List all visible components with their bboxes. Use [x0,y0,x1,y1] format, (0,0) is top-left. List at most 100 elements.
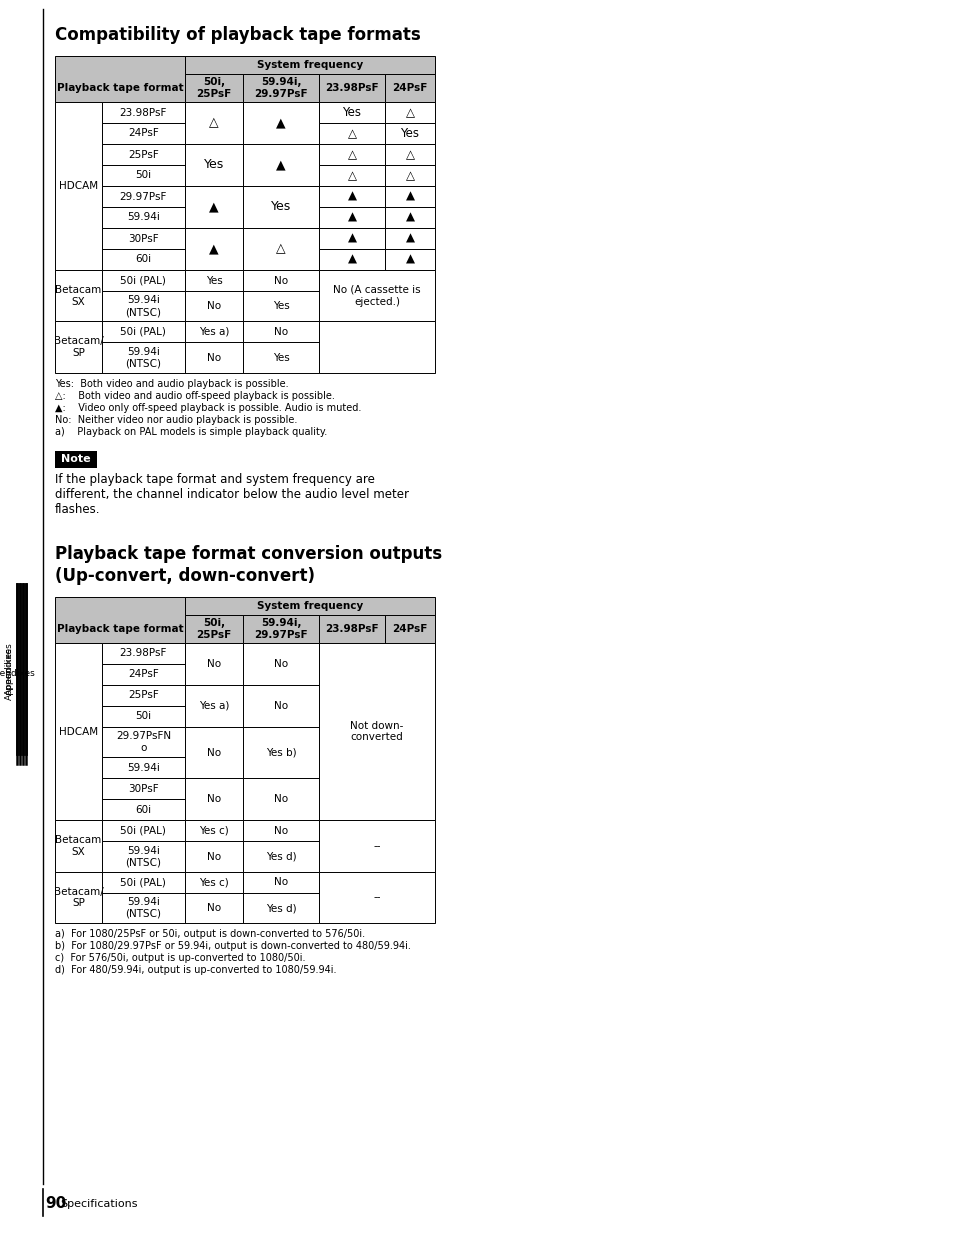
Bar [55,597,185,643]
Text: 90: 90 [45,1197,66,1212]
Text: Specifications: Specifications [60,1199,137,1209]
Text: c)  For 576/50i, output is up-converted to 1080/50i.: c) For 576/50i, output is up-converted t… [55,953,305,963]
Text: Yes: Yes [271,200,291,214]
Bar [185,779,243,820]
Bar [185,321,243,342]
Bar [185,270,243,291]
Text: 50i: 50i [135,712,152,722]
Text: 59.94i,
29.97PsF: 59.94i, 29.97PsF [253,618,308,639]
Text: d)  For 480/59.94i, output is up-converted to 1080/59.94i.: d) For 480/59.94i, output is up-converte… [55,965,336,975]
Text: Yes a): Yes a) [198,700,229,710]
Bar [243,144,318,187]
Text: System frequency: System frequency [256,60,363,70]
Bar [102,321,185,342]
Text: 50i,
25PsF: 50i, 25PsF [196,618,232,639]
Bar [102,102,185,123]
Text: Yes: Yes [204,158,224,172]
Bar [243,872,318,893]
Bar [243,187,318,228]
Text: Yes: Yes [400,127,419,141]
Text: ▲: ▲ [347,190,356,203]
Text: 59.94i: 59.94i [127,213,160,223]
Bar [243,321,318,342]
Text: 24PsF: 24PsF [392,83,427,93]
Text: Appendixes: Appendixes [5,643,13,695]
Bar [243,643,318,685]
Bar [102,726,185,758]
Text: Betacam/
SP: Betacam/ SP [53,336,103,358]
Text: 23.98PsF: 23.98PsF [325,624,378,634]
Text: No: No [274,877,288,887]
Text: Yes b): Yes b) [265,748,296,758]
Bar [185,102,243,144]
Text: 30PsF: 30PsF [128,234,158,244]
Text: Yes: Yes [342,106,361,119]
Bar [318,144,385,165]
Bar [243,726,318,779]
Bar [185,726,243,779]
Text: No: No [274,826,288,836]
Text: No: No [274,659,288,669]
Text: Yes: Yes [206,275,222,286]
Text: HDCAM: HDCAM [59,726,98,736]
Text: △: △ [347,169,356,182]
Bar [185,685,243,726]
Text: --: -- [373,892,380,903]
Text: 59.94i: 59.94i [127,763,160,773]
Bar [385,102,435,123]
Text: No: No [207,795,221,805]
Bar [185,643,243,685]
Bar [55,820,102,872]
Bar [385,249,435,270]
Text: △: △ [276,243,286,255]
Bar [102,893,185,923]
Bar [102,123,185,144]
Text: 50i (PAL): 50i (PAL) [120,275,166,286]
Bar [385,73,435,102]
Bar [102,820,185,841]
Bar [55,102,102,270]
Bar [102,144,185,165]
Text: No: No [207,659,221,669]
Text: 23.98PsF: 23.98PsF [325,83,378,93]
Bar [243,615,318,643]
Text: No (A cassette is
ejected.): No (A cassette is ejected.) [333,285,420,306]
Text: △: △ [347,148,356,160]
Bar [318,165,385,187]
Bar [385,144,435,165]
Bar [102,207,185,228]
Text: 29.97PsF: 29.97PsF [119,192,167,202]
Text: 59.94i
(NTSC): 59.94i (NTSC) [125,347,161,368]
Bar [243,270,318,291]
Text: 30PsF: 30PsF [128,784,158,794]
Text: 60i: 60i [135,805,152,815]
Text: 59.94i
(NTSC): 59.94i (NTSC) [125,846,161,867]
Bar [102,685,185,705]
Text: No: No [274,700,288,710]
Bar [185,597,435,615]
Text: 29.97PsFN
o: 29.97PsFN o [115,731,171,753]
Text: No: No [207,301,221,311]
Text: Note: Note [61,454,91,464]
Text: b)  For 1080/29.97PsF or 59.94i, output is down-converted to 480/59.94i.: b) For 1080/29.97PsF or 59.94i, output i… [55,942,411,952]
Text: △: △ [405,148,414,160]
Text: 25PsF: 25PsF [128,149,158,159]
Text: 23.98PsF: 23.98PsF [119,648,167,658]
Text: No: No [207,903,221,913]
Text: ▲: ▲ [405,190,414,203]
Text: Betacam
SX: Betacam SX [55,285,101,306]
Text: 59.94i
(NTSC): 59.94i (NTSC) [125,295,161,317]
Bar [185,73,243,102]
Bar [55,270,102,321]
Bar [318,872,435,923]
Bar [102,779,185,800]
Text: No: No [274,327,288,337]
Bar [318,102,385,123]
Text: 50i: 50i [135,170,152,180]
Text: △:    Both video and audio off-speed playback is possible.: △: Both video and audio off-speed playba… [55,391,335,401]
Bar [318,73,385,102]
Bar [102,664,185,685]
Bar [102,800,185,820]
Bar [243,820,318,841]
Bar [185,187,243,228]
